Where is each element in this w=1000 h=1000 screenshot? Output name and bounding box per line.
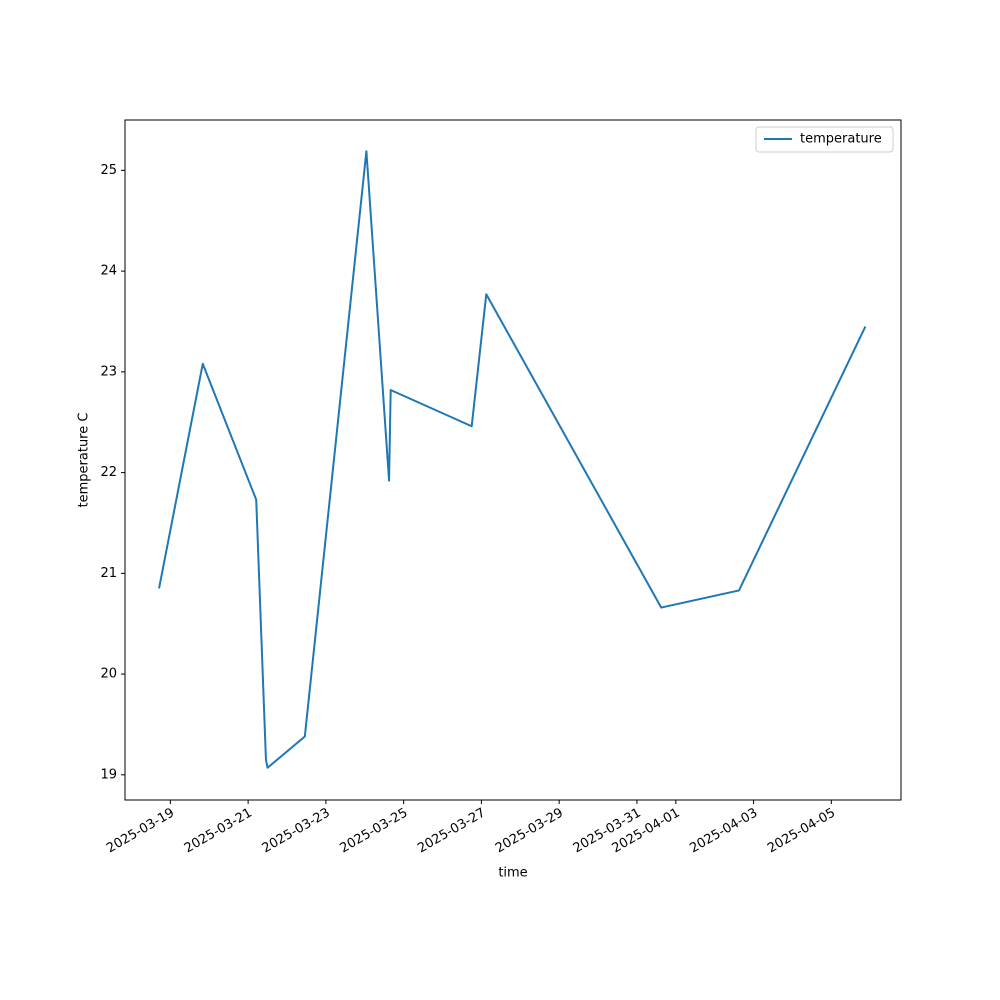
y-tick-label: 20	[100, 667, 117, 682]
plot-frame	[124, 119, 902, 801]
legend-box	[755, 126, 894, 153]
y-tick-label: 22	[100, 465, 117, 480]
x-tick-label: 2025-04-03	[687, 806, 760, 857]
legend-label: temperature	[800, 132, 882, 147]
x-tick-label: 2025-03-25	[337, 806, 410, 857]
y-axis-label: temperature C	[77, 413, 92, 508]
x-tick-label: 2025-03-29	[493, 806, 566, 857]
x-tick-label: 2025-04-05	[765, 806, 838, 857]
x-tick-label: 2025-03-27	[415, 806, 488, 857]
x-axis-label: time	[498, 866, 527, 881]
x-tick-label: 2025-03-19	[104, 806, 177, 857]
y-tick-label: 25	[100, 163, 117, 178]
y-tick-label: 24	[100, 264, 117, 279]
line	[158, 150, 867, 769]
y-tick-label: 19	[100, 767, 117, 782]
x-tick-label: 2025-03-21	[182, 806, 255, 857]
y-tick-label: 21	[100, 566, 117, 581]
y-tick-label: 23	[100, 364, 117, 379]
x-tick-label: 2025-03-23	[260, 806, 333, 857]
